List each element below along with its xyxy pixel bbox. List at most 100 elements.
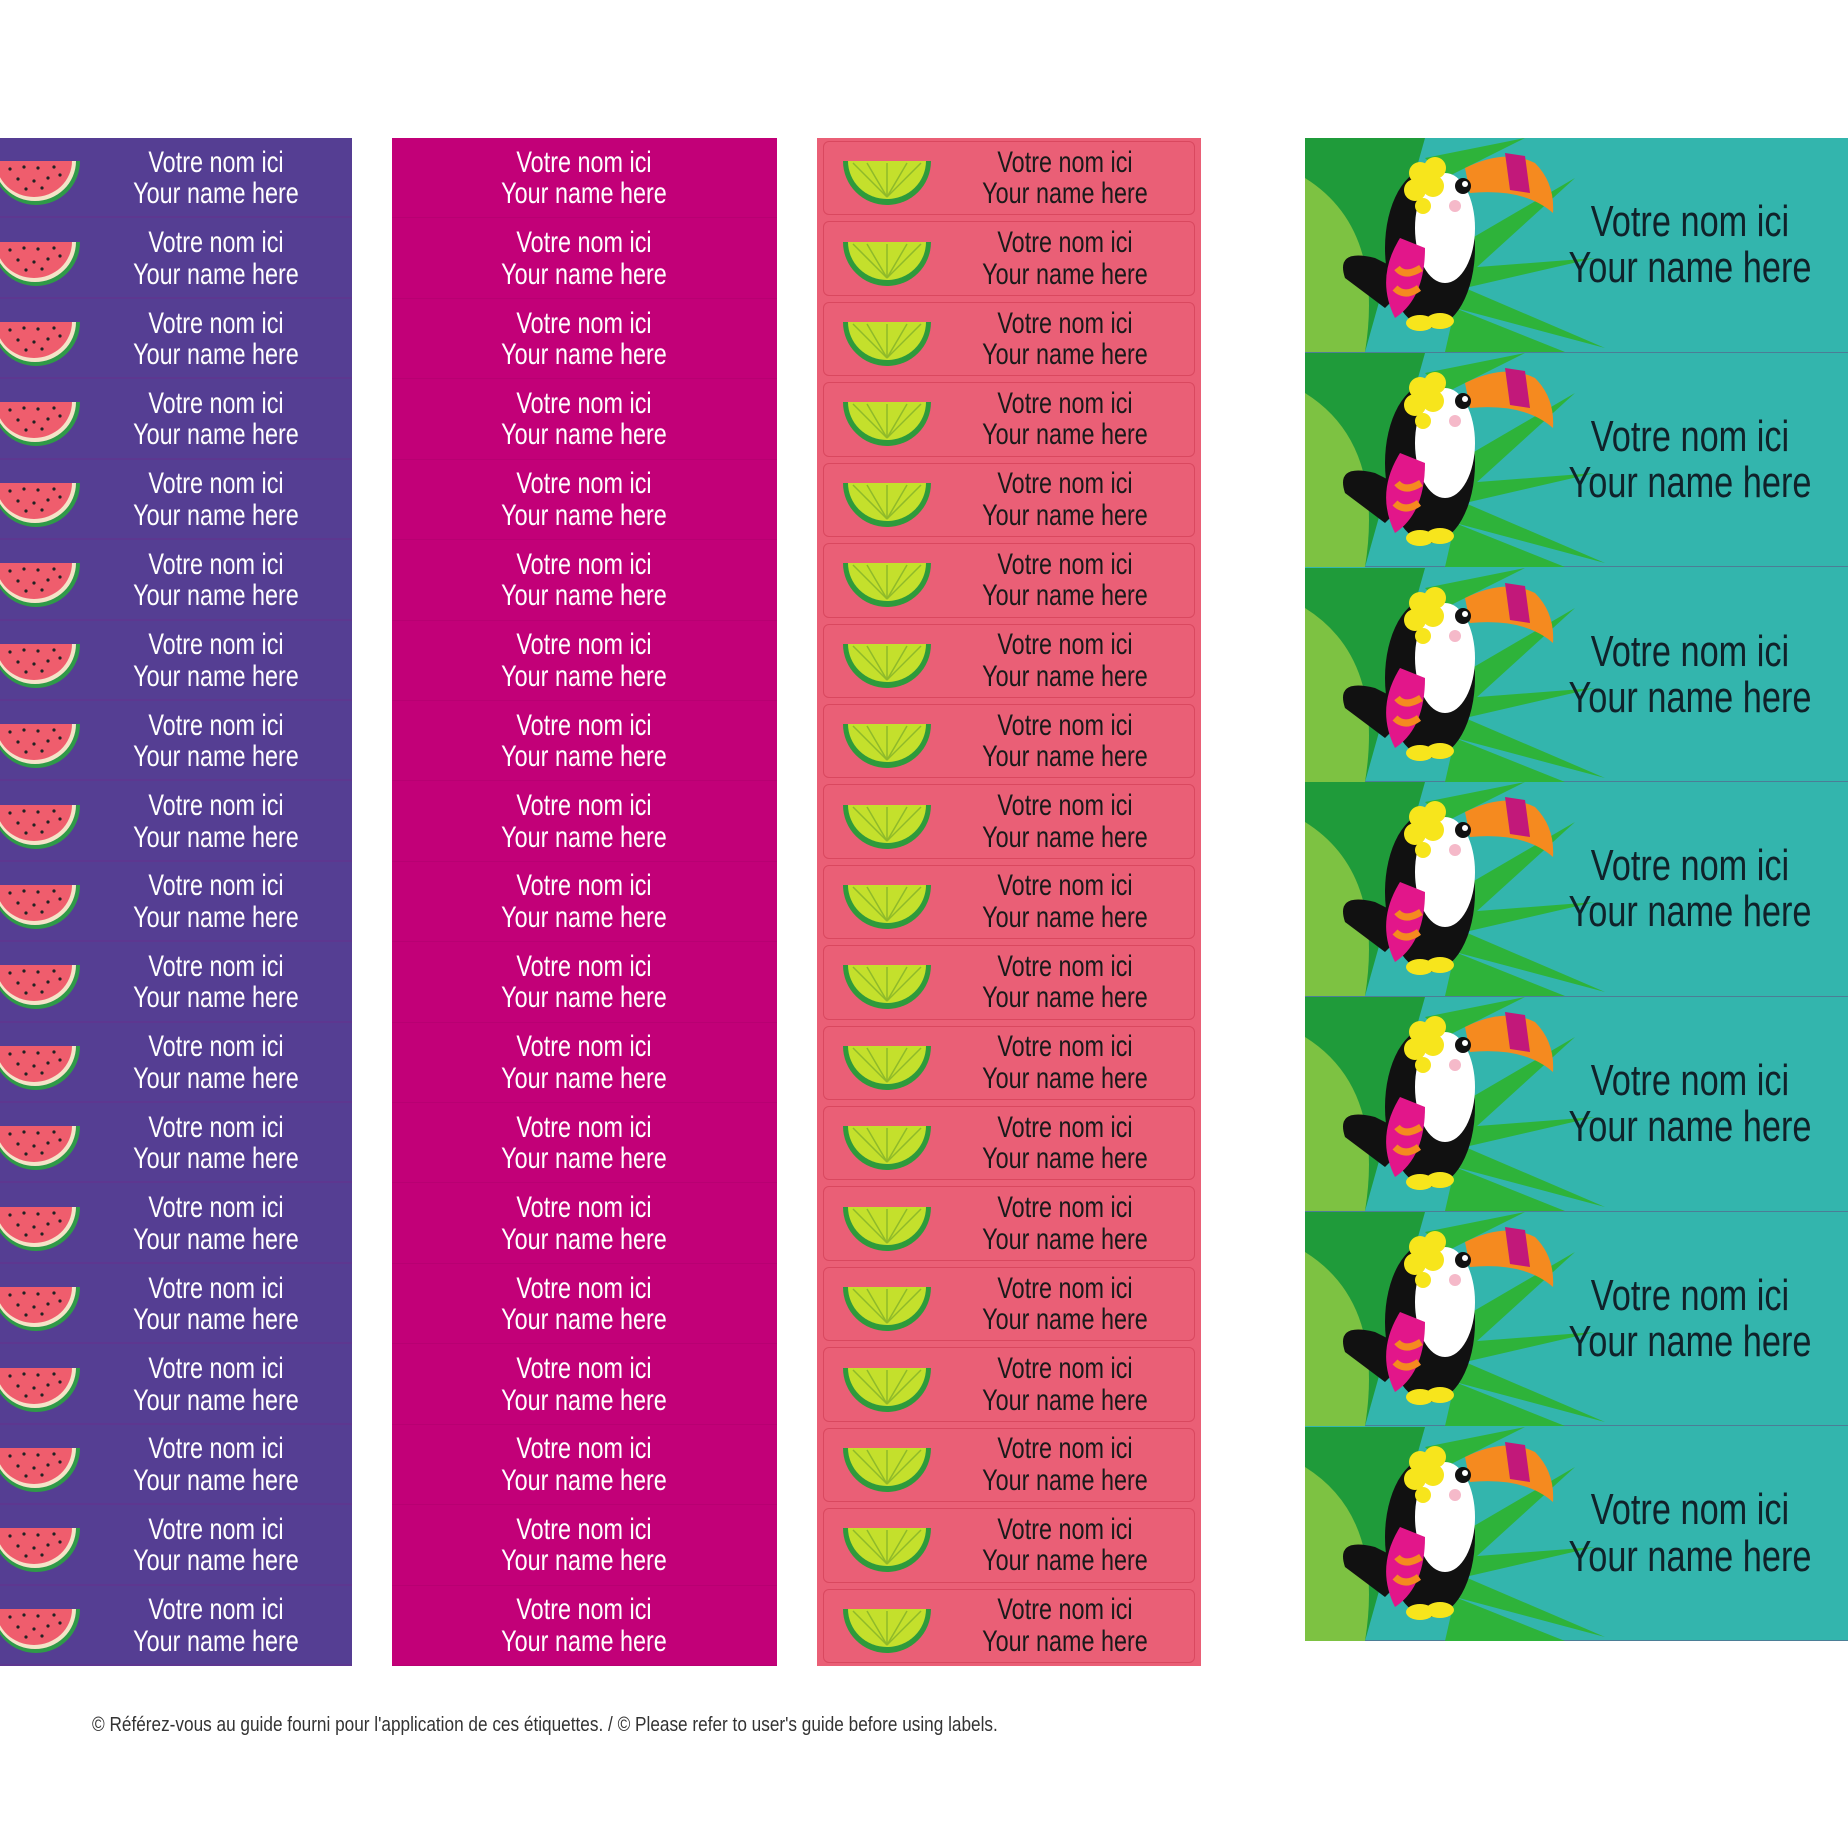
- watermelon-icon: [0, 318, 82, 373]
- label-line-french: Votre nom ici: [997, 1432, 1133, 1466]
- name-label: Votre nom ici Your name here: [0, 1425, 352, 1506]
- label-text: Votre nom ici Your name here: [1534, 628, 1846, 721]
- label-line-french: Votre nom ici: [516, 949, 652, 983]
- label-border: [823, 1186, 1195, 1261]
- name-label: Votre nom ici Your name here: [392, 540, 777, 621]
- name-label: Votre nom ici Your name here: [1305, 997, 1848, 1212]
- label-column-watermelon: Votre nom ici Your name here Votre nom ic…: [0, 138, 352, 1666]
- label-line-english: Your name here: [133, 418, 299, 452]
- name-label: Votre nom ici Your name here: [0, 379, 352, 460]
- label-border: [823, 462, 1195, 538]
- label-line-french: Votre nom ici: [997, 1271, 1133, 1305]
- name-label: Votre nom ici Your name here: [817, 781, 1201, 861]
- watermelon-icon: [0, 640, 82, 695]
- label-text: Votre nom ici Your name here: [1534, 1270, 1846, 1366]
- label-text: Votre nom ici Your name here: [909, 870, 1221, 933]
- name-label: Votre nom ici Your name here: [0, 460, 352, 541]
- label-line-french: Votre nom ici: [148, 869, 284, 903]
- label-line-english: Your name here: [982, 338, 1148, 372]
- lime-icon: [841, 559, 933, 614]
- label-text: Votre nom ici Your name here: [428, 790, 740, 853]
- label-text: Votre nom ici Your name here: [60, 1192, 372, 1255]
- label-line-english: Your name here: [982, 418, 1148, 452]
- label-text: Votre nom ici Your name here: [909, 549, 1221, 612]
- label-line-french: Votre nom ici: [516, 1110, 652, 1144]
- label-border: [823, 221, 1195, 296]
- label-line-french: Votre nom ici: [1590, 1056, 1790, 1105]
- label-line-french: Votre nom ici: [148, 386, 284, 420]
- label-line-french: Votre nom ici: [516, 226, 652, 260]
- label-line-french: Votre nom ici: [148, 226, 284, 260]
- name-label: Votre nom ici Your name here: [817, 1023, 1201, 1103]
- name-label: Votre nom ici Your name here: [817, 1183, 1201, 1263]
- label-line-english: Your name here: [1568, 1316, 1812, 1366]
- name-label: Votre nom ici Your name here: [392, 138, 777, 219]
- label-line-french: Votre nom ici: [516, 306, 652, 340]
- label-text: Votre nom ici Your name here: [428, 710, 740, 773]
- lime-icon: [841, 720, 933, 775]
- label-line-english: Your name here: [133, 1142, 299, 1176]
- watermelon-icon: [0, 961, 82, 1016]
- label-text: Votre nom ici Your name here: [60, 468, 372, 531]
- label-line-english: Your name here: [133, 659, 299, 693]
- label-border: [823, 623, 1195, 698]
- label-text: Votre nom ici Your name here: [909, 1514, 1221, 1577]
- label-line-french: Votre nom ici: [148, 547, 284, 581]
- label-text: Votre nom ici Your name here: [60, 790, 372, 853]
- label-text: Votre nom ici Your name here: [1534, 1056, 1846, 1150]
- label-text: Votre nom ici Your name here: [60, 1433, 372, 1496]
- label-text: Votre nom ici Your name here: [428, 1112, 740, 1175]
- label-text: Votre nom ici Your name here: [428, 227, 740, 290]
- name-label: Votre nom ici Your name here: [0, 701, 352, 782]
- name-label: Votre nom ici Your name here: [817, 138, 1201, 218]
- toucan-icon: [1305, 353, 1625, 572]
- watermelon-icon: [0, 398, 82, 453]
- label-line-english: Your name here: [501, 1142, 667, 1176]
- label-line-french: Votre nom ici: [516, 1512, 652, 1546]
- lime-icon: [841, 1042, 933, 1097]
- label-line-french: Votre nom ici: [148, 1191, 284, 1225]
- label-line-english: Your name here: [133, 1303, 299, 1337]
- name-label: Votre nom ici Your name here: [817, 540, 1201, 620]
- label-line-french: Votre nom ici: [1590, 1270, 1790, 1320]
- toucan-icon: [1305, 567, 1625, 787]
- name-label: Votre nom ici Your name here: [1305, 1211, 1848, 1427]
- label-text: Votre nom ici Your name here: [60, 1031, 372, 1094]
- label-line-french: Votre nom ici: [148, 949, 284, 983]
- label-line-english: Your name here: [982, 1061, 1148, 1095]
- lime-icon: [841, 640, 933, 695]
- label-border: [823, 141, 1195, 216]
- label-line-english: Your name here: [982, 1222, 1148, 1256]
- label-line-english: Your name here: [982, 1303, 1148, 1337]
- label-line-french: Votre nom ici: [1590, 841, 1790, 891]
- toucan-icon: [1305, 1211, 1625, 1431]
- label-text: Votre nom ici Your name here: [60, 1594, 372, 1657]
- label-line-french: Votre nom ici: [148, 1271, 284, 1305]
- label-border: [823, 1025, 1195, 1101]
- label-line-french: Votre nom ici: [997, 1191, 1133, 1225]
- name-label: Votre nom ici Your name here: [0, 138, 352, 219]
- label-line-french: Votre nom ici: [1590, 411, 1790, 461]
- label-line-english: Your name here: [982, 1624, 1148, 1658]
- name-label: Votre nom ici Your name here: [392, 1344, 777, 1425]
- name-label: Votre nom ici Your name here: [392, 1103, 777, 1184]
- name-label: Votre nom ici Your name here: [392, 1586, 777, 1666]
- lime-icon: [841, 1203, 933, 1258]
- label-line-english: Your name here: [501, 1624, 667, 1658]
- label-line-english: Your name here: [133, 1624, 299, 1658]
- name-label: Votre nom ici Your name here: [392, 862, 777, 943]
- label-line-english: Your name here: [133, 740, 299, 774]
- lime-icon: [841, 479, 933, 534]
- label-line-english: Your name here: [982, 981, 1148, 1015]
- label-line-english: Your name here: [982, 820, 1148, 854]
- label-line-french: Votre nom ici: [148, 1432, 284, 1466]
- label-line-english: Your name here: [133, 579, 299, 613]
- label-line-english: Your name here: [982, 740, 1148, 774]
- label-line-english: Your name here: [501, 659, 667, 693]
- name-label: Votre nom ici Your name here: [817, 862, 1201, 942]
- name-label: Votre nom ici Your name here: [817, 1425, 1201, 1505]
- label-line-french: Votre nom ici: [148, 1593, 284, 1627]
- label-line-french: Votre nom ici: [516, 467, 652, 501]
- label-text: Votre nom ici Your name here: [60, 388, 372, 451]
- label-column-toucan: Votre nom ici Your name here Votre nom ic…: [1305, 138, 1848, 1641]
